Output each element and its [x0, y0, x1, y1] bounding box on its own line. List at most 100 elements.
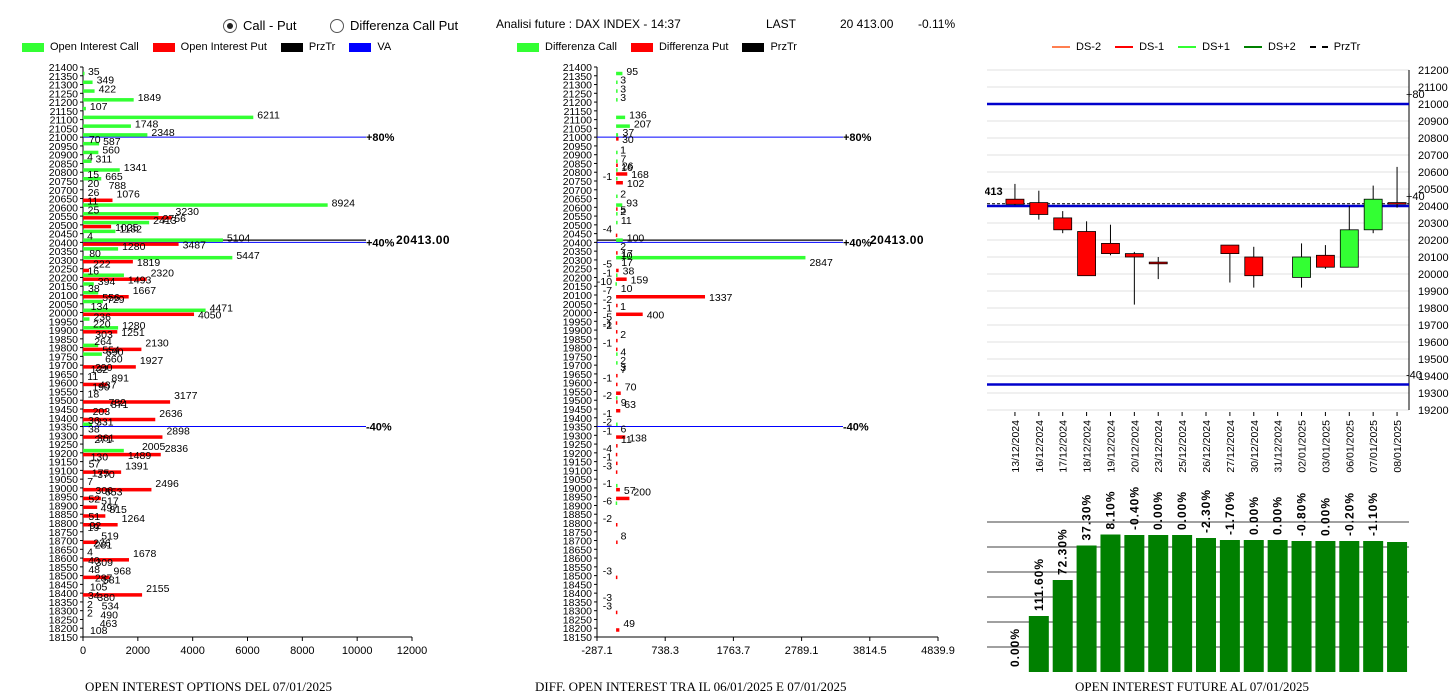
data-label: 331 — [96, 417, 114, 429]
volume-bar — [1196, 538, 1216, 672]
y-tick-label: 20650 — [49, 194, 78, 206]
y-tick-label: 20000 — [563, 308, 592, 320]
data-label: 48 — [88, 564, 100, 576]
legend-label: DS+1 — [1202, 41, 1230, 53]
data-label: 463 — [100, 618, 118, 630]
y-tick-label: 18800 — [563, 518, 592, 530]
y-tick-label: 20200 — [49, 272, 78, 284]
y-tick-label: 19850 — [563, 334, 592, 346]
y-tick-label: 19350 — [49, 422, 78, 434]
data-label: -3 — [603, 592, 612, 604]
put-bar — [616, 251, 618, 255]
put-bar — [83, 330, 118, 334]
radio-selected-icon[interactable] — [223, 18, 237, 33]
data-label: 26 — [88, 187, 100, 199]
legend-label: PrzTr — [1333, 41, 1361, 53]
put-bar — [83, 505, 98, 509]
candle-body — [1292, 256, 1311, 278]
radio-call-put[interactable]: Call - Put — [223, 18, 296, 33]
legend-item-ds+2: DS+2 — [1243, 41, 1296, 53]
y-tick-label: 21200 — [49, 97, 78, 109]
data-label: 132 — [91, 364, 109, 376]
data-label: 303 — [95, 329, 113, 341]
y-tick-label: 19600 — [563, 378, 592, 390]
data-label: 38 — [623, 266, 635, 278]
put-bar — [83, 435, 163, 439]
data-label: -2 — [603, 294, 612, 306]
y-tick-label: 20400 — [1418, 201, 1449, 213]
data-label: 63 — [624, 399, 636, 411]
bar-label: -0.20% — [1342, 492, 1356, 536]
y-tick-label: 19400 — [49, 413, 78, 425]
data-label: 490 — [100, 609, 118, 621]
y-tick-label: 19000 — [49, 483, 78, 495]
candle-body — [1220, 244, 1240, 255]
y-tick-label: 19800 — [563, 343, 592, 355]
x-tick-label: 27/12/2024 — [1225, 420, 1237, 473]
data-label: 100 — [627, 232, 645, 244]
y-tick-label: 19300 — [563, 430, 592, 442]
bar-label: 0.00% — [1175, 491, 1189, 530]
data-label: 370 — [97, 469, 115, 481]
y-tick-label: 19900 — [1418, 286, 1449, 298]
data-label: 2 — [87, 599, 93, 611]
y-tick-label: 19200 — [1418, 405, 1449, 417]
y-tick-label: 19150 — [563, 457, 592, 469]
call-bar — [83, 115, 254, 120]
bar-label: -1.10% — [1366, 492, 1380, 536]
call-bar — [83, 448, 124, 453]
data-label: 134 — [91, 301, 109, 313]
data-label: 11 — [87, 196, 98, 208]
call-bar — [615, 396, 618, 400]
data-label: 10 — [621, 250, 633, 262]
y-tick-label: 20300 — [563, 255, 592, 267]
y-tick-label: 19850 — [49, 334, 78, 346]
data-label: 9 — [621, 397, 627, 409]
put-bar — [83, 259, 133, 264]
price-label: 20413.00 — [870, 233, 924, 247]
call-bar — [616, 98, 618, 102]
radio-diff[interactable]: Differenza Call Put — [330, 18, 458, 33]
data-label: 4 — [87, 231, 93, 243]
candle-body — [1387, 202, 1407, 205]
data-label: 891 — [111, 373, 129, 385]
y-tick-label: 20200 — [1418, 235, 1449, 247]
y-tick-label: 18700 — [563, 536, 592, 548]
level-label: +80 — [1406, 89, 1425, 101]
y-tick-label: 21100 — [564, 115, 593, 127]
data-label: 1819 — [137, 257, 161, 269]
call-bar — [83, 282, 94, 286]
data-label: 236 — [93, 311, 111, 323]
x-tick-label: 25/12/2024 — [1177, 420, 1189, 473]
y-tick-label: 21150 — [50, 106, 79, 118]
y-tick-label: 20800 — [563, 167, 592, 179]
y-tick-label: 18400 — [563, 588, 592, 600]
data-label: 7 — [621, 364, 627, 376]
bar-label: -2.30% — [1199, 489, 1213, 533]
y-tick-label: 18550 — [563, 562, 592, 574]
y-tick-label: 20000 — [1418, 269, 1449, 281]
radio-unselected-icon[interactable] — [330, 18, 344, 33]
call-bar — [83, 247, 119, 251]
data-label: -10 — [597, 276, 612, 288]
put-bar — [616, 435, 626, 439]
y-tick-label: 20500 — [563, 220, 592, 232]
x-tick-label: 07/01/2025 — [1368, 420, 1380, 473]
y-tick-label: 19750 — [563, 351, 592, 363]
volume-bar — [1052, 580, 1073, 672]
data-label: 52 — [88, 494, 100, 506]
data-label: -5 — [603, 259, 612, 271]
call-bar — [83, 343, 99, 348]
x-tick-label: 3814.5 — [853, 645, 887, 657]
y-tick-label: 21200 — [563, 97, 592, 109]
y-tick-label: 19100 — [49, 465, 78, 477]
y-tick-label: 21150 — [564, 106, 593, 118]
legend-ds: DS-2 DS-1 DS+1 DS+2 PrzTr — [1052, 41, 1374, 53]
data-label: 5104 — [227, 232, 251, 244]
y-tick-label: 18450 — [49, 579, 78, 591]
y-tick-label: 20100 — [49, 290, 78, 302]
x-tick-label: 31/12/2024 — [1273, 420, 1285, 473]
radio-diff-label: Differenza Call Put — [350, 18, 459, 33]
call-bar — [83, 89, 95, 93]
data-label: 2413 — [153, 215, 177, 227]
